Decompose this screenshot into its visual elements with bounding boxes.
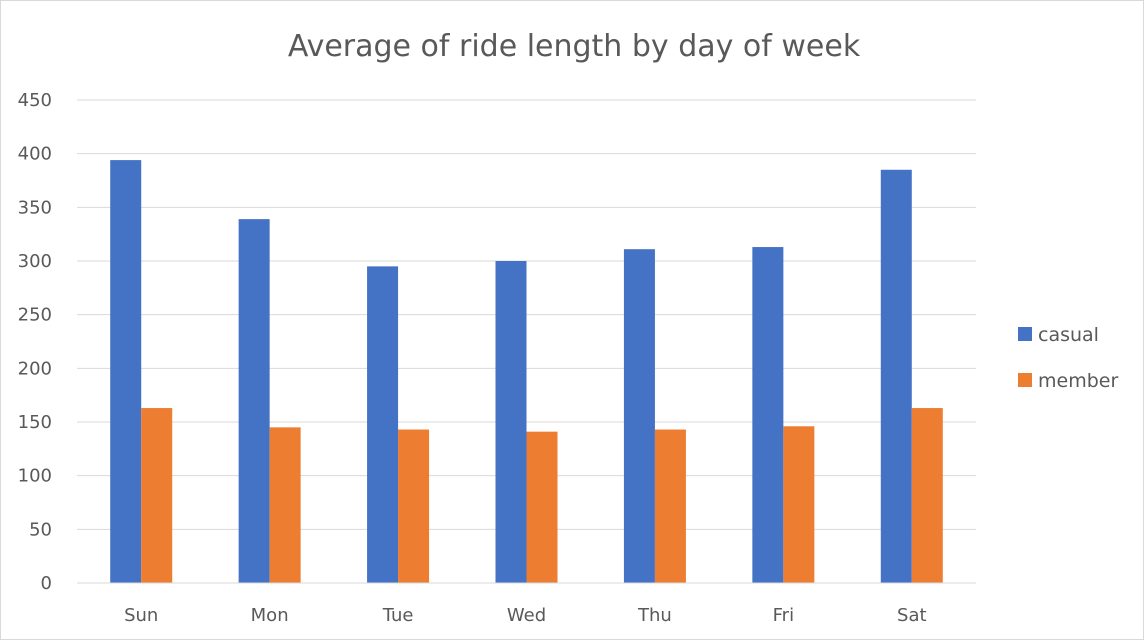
bar-member-tue [398, 429, 430, 583]
bar-casual-wed [495, 261, 527, 583]
y-tick-label: 0 [41, 573, 52, 594]
y-tick-label: 100 [18, 466, 52, 487]
bar-member-sat [911, 408, 943, 583]
x-tick-label: Thu [637, 605, 672, 626]
bar-member-thu [654, 429, 686, 583]
bar-casual-thu [623, 249, 655, 583]
y-tick-label: 50 [29, 519, 52, 540]
y-tick-label: 150 [18, 412, 52, 433]
x-tick-label: Wed [507, 605, 546, 626]
x-tick-label: Tue [382, 605, 414, 626]
y-tick-label: 200 [18, 358, 52, 379]
bar-casual-sun [110, 160, 142, 583]
legend-swatch-casual [1018, 327, 1032, 341]
x-tick-label: Fri [773, 605, 794, 626]
x-tick-label: Sat [897, 605, 927, 626]
y-tick-label: 250 [18, 305, 52, 326]
y-axis-tick-labels: 0 50 100 150 200 250 300 350 400 450 [18, 90, 52, 594]
bar-member-mon [269, 427, 301, 583]
y-tick-label: 400 [18, 144, 52, 165]
bar-casual-sat [880, 169, 912, 583]
legend-label-member: member [1038, 370, 1118, 392]
bar-member-wed [526, 431, 558, 583]
bars [110, 160, 943, 583]
y-tick-label: 350 [18, 197, 52, 218]
chart-title: Average of ride length by day of week [288, 29, 861, 64]
legend-label-casual: casual [1038, 324, 1099, 346]
x-tick-label: Mon [251, 605, 289, 626]
bar-casual-mon [238, 219, 270, 583]
bar-member-sun [141, 408, 173, 583]
bar-casual-tue [367, 266, 399, 583]
bar-member-fri [783, 426, 815, 583]
legend: casual member [1018, 324, 1118, 392]
y-tick-label: 450 [18, 90, 52, 111]
legend-swatch-member [1018, 373, 1032, 387]
x-axis-tick-labels: Sun Mon Tue Wed Thu Fri Sat [124, 605, 926, 626]
bar-casual-fri [752, 247, 784, 583]
x-tick-label: Sun [124, 605, 158, 626]
y-tick-label: 300 [18, 251, 52, 272]
